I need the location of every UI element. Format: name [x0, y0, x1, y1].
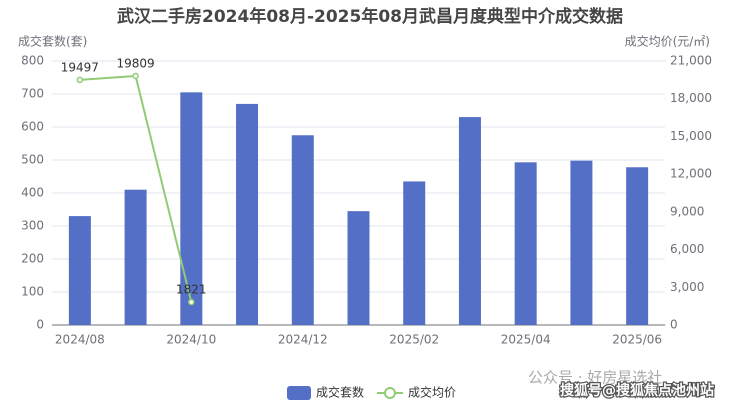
y-tick-label: 600: [21, 120, 44, 134]
data-label: 1821: [176, 283, 207, 297]
bar: [626, 167, 649, 325]
x-tick-label: 2024/12: [278, 333, 328, 347]
y-tick-label: 700: [21, 87, 44, 101]
bar: [514, 162, 537, 325]
bar: [236, 103, 259, 326]
bar: [180, 92, 203, 325]
bar: [291, 135, 314, 325]
bar: [68, 216, 91, 325]
bar: [570, 160, 593, 325]
legend-swatch: [287, 386, 311, 400]
y2-tick-label: 12,000: [670, 167, 712, 181]
watermark: 搜狐号@搜狐焦点池州站: [560, 382, 714, 399]
y2-tick-label: 18,000: [670, 91, 712, 105]
x-tick-label: 2025/04: [501, 333, 551, 347]
bar: [403, 181, 426, 325]
y2-tick-label: 0: [670, 318, 678, 332]
line-marker: [76, 76, 84, 84]
y-tick-label: 200: [21, 252, 44, 266]
x-tick-label: 2025/06: [612, 333, 662, 347]
line-marker: [132, 72, 139, 80]
y-tick-label: 500: [21, 153, 44, 167]
y2-axis-title: 成交均价(元/㎡): [625, 34, 710, 49]
y-tick-label: 800: [21, 54, 44, 68]
y-tick-label: 300: [21, 219, 44, 233]
y2-tick-label: 9,000: [670, 204, 704, 218]
data-label: 19497: [61, 60, 99, 74]
y-tick-label: 0: [36, 318, 44, 332]
y-tick-label: 400: [21, 186, 44, 200]
bar: [458, 117, 481, 325]
legend-label: 成交套数: [316, 385, 364, 400]
bar: [124, 189, 147, 325]
legend-label: 成交均价: [408, 385, 456, 400]
y-axis-title: 成交套数(套): [18, 34, 87, 49]
y2-tick-label: 15,000: [670, 129, 712, 143]
chart-title: 武汉二手房2024年08月-2025年08月武昌月度典型中介成交数据: [117, 6, 623, 27]
data-label: 19809: [116, 56, 154, 70]
y-tick-label: 100: [21, 285, 44, 299]
x-tick-label: 2024/08: [55, 333, 105, 347]
y2-tick-label: 21,000: [670, 54, 712, 68]
y2-tick-label: 6,000: [670, 242, 704, 256]
x-tick-label: 2025/02: [389, 333, 439, 347]
watermark: 公众号 · 好房星选社: [528, 369, 662, 387]
bar: [347, 211, 370, 325]
x-tick-label: 2024/10: [166, 333, 216, 347]
line-marker: [188, 298, 195, 306]
y2-tick-label: 3,000: [670, 280, 704, 294]
legend-swatch: [384, 387, 396, 399]
